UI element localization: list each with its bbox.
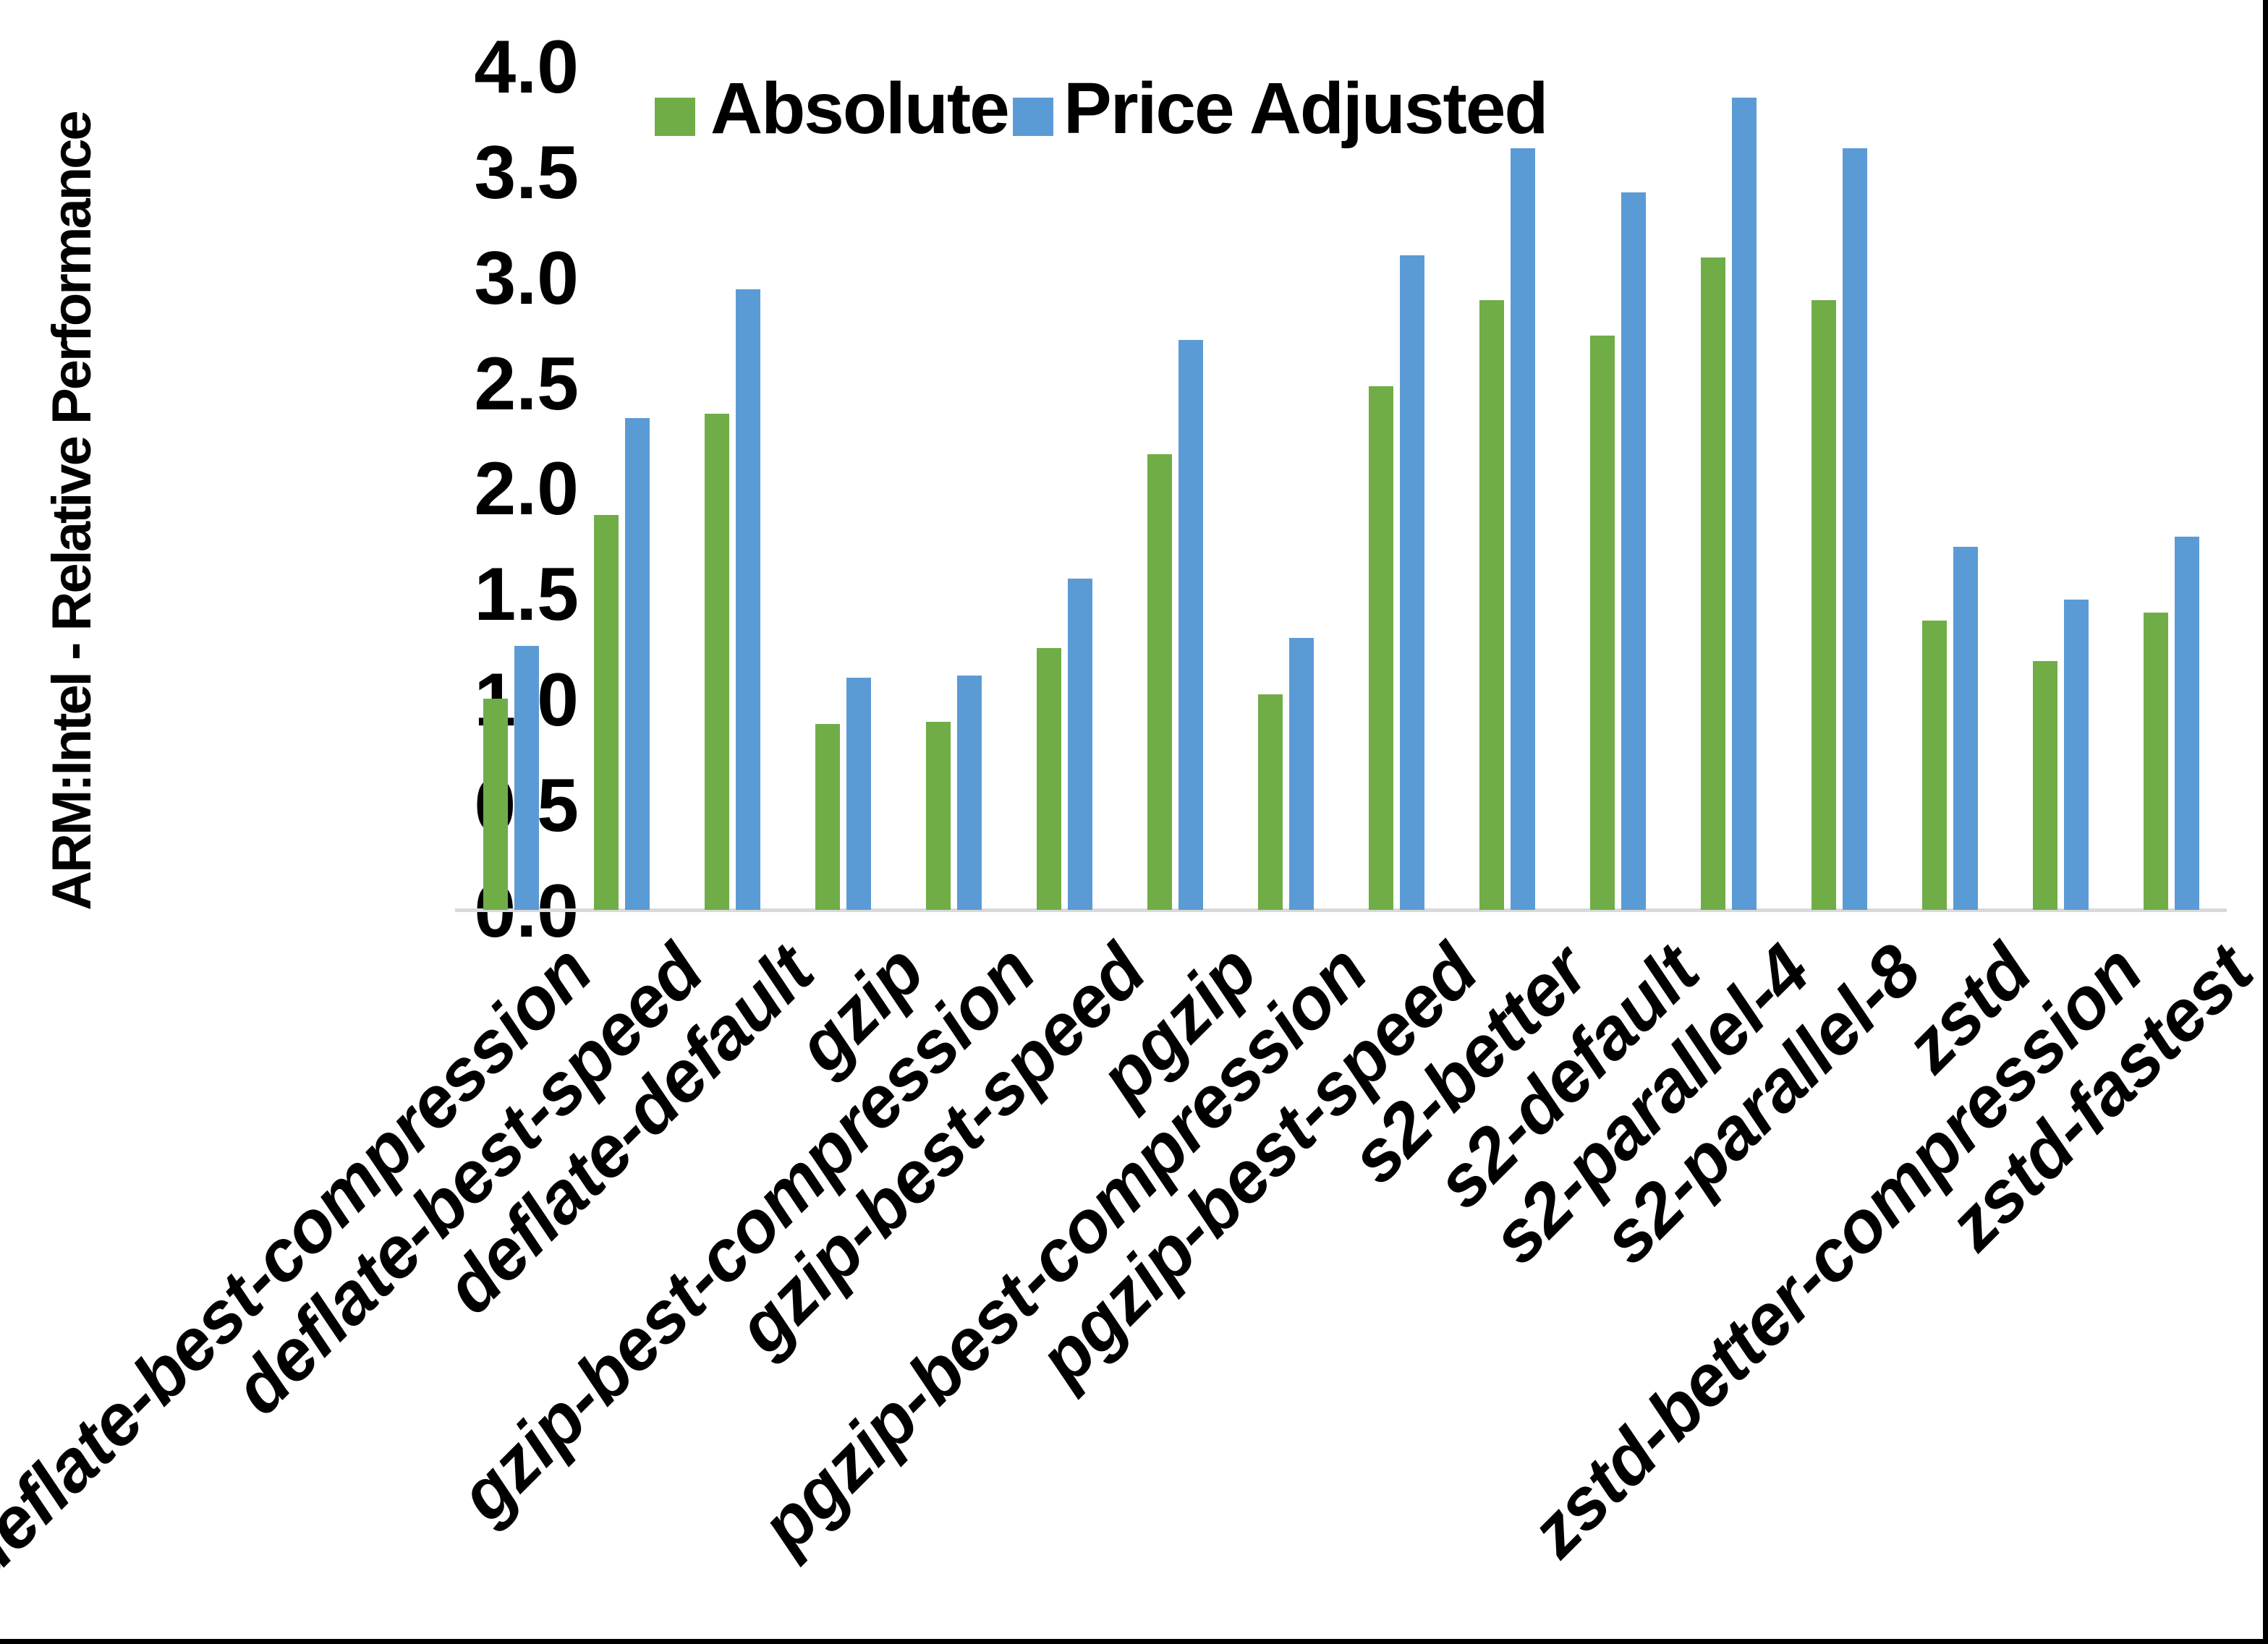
price-adjusted-bar-pgzip-best-speed	[1400, 255, 1425, 910]
y-tick-label: 2.0	[474, 447, 579, 532]
price-adjusted-bar-s2-parallel-8	[1843, 148, 1868, 910]
absolute-bar-zstd-better-compression	[2033, 661, 2058, 910]
price-adjusted-bar-deflate-default	[735, 289, 760, 910]
price-adjusted-bar-pgzip	[1178, 340, 1204, 910]
absolute-bar-zstd	[1922, 621, 1948, 910]
price-adjusted-bar-deflate-best-compression	[514, 646, 539, 910]
absolute-bar-s2-parallel-8	[1812, 300, 1837, 910]
absolute-bar-deflate-best-compression	[483, 699, 508, 910]
price-adjusted-bar-zstd-fastest	[2175, 537, 2200, 910]
price-adjusted-bar-s2-parallel-4	[1732, 98, 1757, 910]
absolute-bar-deflate-default	[704, 414, 729, 910]
absolute-bar-gzip-best-speed	[1037, 648, 1061, 910]
price-adjusted-bar-s2-better	[1511, 148, 1536, 910]
x-axis-line	[455, 908, 2227, 912]
absolute-bar-pgzip	[1147, 454, 1173, 910]
absolute-bar-deflate-best-speed	[593, 515, 619, 910]
legend-label-absolute: Absolute	[710, 68, 1010, 149]
price-adjusted-bar-gzip	[846, 678, 871, 910]
price-adjusted-bar-gzip-best-compression	[956, 676, 982, 910]
frame-border-right	[2263, 0, 2268, 1644]
price-adjusted-bar-zstd	[1953, 547, 1979, 910]
absolute-bar-gzip	[815, 724, 840, 910]
y-tick-label: 2.5	[474, 341, 579, 426]
legend-swatch-absolute	[655, 98, 695, 136]
price-adjusted-bar-zstd-better-compression	[2064, 600, 2089, 910]
frame-border-bottom	[0, 1639, 2268, 1644]
y-tick-label: 4.0	[474, 25, 579, 109]
y-tick-label: 3.5	[474, 130, 579, 215]
absolute-bar-s2-parallel-4	[1701, 257, 1726, 910]
price-adjusted-bar-s2-default	[1621, 192, 1647, 910]
y-axis-title: ARM:Intel - Relative Performance	[41, 112, 103, 911]
price-adjusted-bar-deflate-best-speed	[624, 418, 650, 910]
y-tick-label: 3.0	[474, 236, 579, 320]
legend-label-price-adjusted: Price Adjusted	[1063, 68, 1548, 149]
absolute-bar-s2-default	[1590, 336, 1615, 910]
absolute-bar-zstd-fastest	[2144, 613, 2169, 910]
legend-swatch-price-adjusted	[1013, 98, 1053, 136]
absolute-bar-gzip-best-compression	[925, 722, 951, 910]
y-tick-label: 1.5	[474, 553, 579, 637]
absolute-bar-s2-better	[1479, 300, 1505, 910]
price-adjusted-bar-gzip-best-speed	[1068, 579, 1092, 910]
absolute-bar-pgzip-best-compression	[1258, 694, 1283, 910]
absolute-bar-pgzip-best-speed	[1369, 386, 1394, 910]
price-adjusted-bar-pgzip-best-compression	[1289, 638, 1314, 910]
